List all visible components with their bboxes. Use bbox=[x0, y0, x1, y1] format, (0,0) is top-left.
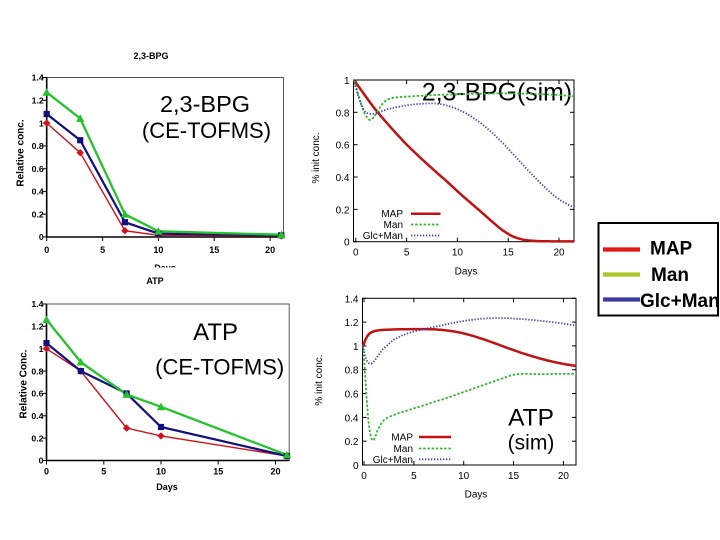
svg-text:10: 10 bbox=[156, 467, 166, 477]
svg-text:0: 0 bbox=[344, 238, 350, 249]
svg-text:0.6: 0.6 bbox=[336, 141, 350, 152]
svg-text:0.2: 0.2 bbox=[345, 437, 359, 448]
svg-text:(CE-TOFMS): (CE-TOFMS) bbox=[155, 355, 284, 380]
svg-text:Days: Days bbox=[156, 482, 178, 492]
svg-text:20: 20 bbox=[558, 471, 570, 482]
svg-text:Glc+Man: Glc+Man bbox=[363, 231, 403, 242]
svg-text:0: 0 bbox=[361, 471, 367, 482]
svg-text:2,3-BPG: 2,3-BPG bbox=[160, 91, 250, 117]
svg-text:15: 15 bbox=[503, 248, 515, 259]
svg-text:Days: Days bbox=[455, 267, 478, 278]
svg-text:0.4: 0.4 bbox=[336, 173, 350, 184]
svg-text:MAP: MAP bbox=[650, 239, 693, 260]
svg-text:5: 5 bbox=[404, 248, 410, 259]
svg-text:5: 5 bbox=[411, 471, 417, 482]
svg-text:0.4: 0.4 bbox=[31, 411, 43, 421]
svg-text:ATP: ATP bbox=[193, 319, 238, 346]
svg-text:Glc+Man: Glc+Man bbox=[640, 291, 720, 312]
svg-text:10: 10 bbox=[452, 248, 464, 259]
svg-text:1.2: 1.2 bbox=[32, 96, 44, 106]
svg-text:1.4: 1.4 bbox=[31, 299, 43, 309]
svg-text:15: 15 bbox=[508, 471, 520, 482]
svg-text:1: 1 bbox=[344, 76, 350, 87]
svg-text:0.4: 0.4 bbox=[345, 413, 359, 424]
svg-text:0.4: 0.4 bbox=[32, 187, 44, 197]
svg-text:20: 20 bbox=[265, 245, 275, 255]
svg-text:5: 5 bbox=[100, 245, 105, 255]
svg-text:Man: Man bbox=[384, 220, 403, 231]
svg-text:0.6: 0.6 bbox=[32, 164, 44, 174]
svg-text:0.2: 0.2 bbox=[32, 209, 44, 219]
svg-text:1.2: 1.2 bbox=[31, 322, 43, 332]
svg-text:MAP: MAP bbox=[391, 433, 413, 444]
svg-text:0.2: 0.2 bbox=[31, 433, 43, 443]
svg-text:Days: Days bbox=[154, 263, 176, 273]
svg-text:% init conc.: % init conc. bbox=[314, 354, 325, 405]
svg-text:0.6: 0.6 bbox=[31, 389, 43, 399]
svg-text:MAP: MAP bbox=[381, 209, 403, 220]
svg-text:5: 5 bbox=[101, 467, 106, 477]
svg-text:10: 10 bbox=[458, 471, 470, 482]
svg-text:0: 0 bbox=[44, 245, 49, 255]
svg-text:1: 1 bbox=[353, 342, 359, 353]
svg-text:ATP: ATP bbox=[508, 405, 554, 432]
svg-text:1: 1 bbox=[39, 344, 44, 354]
svg-text:1.2: 1.2 bbox=[345, 318, 359, 329]
svg-text:ATP: ATP bbox=[146, 276, 163, 286]
svg-text:0: 0 bbox=[353, 461, 359, 472]
svg-text:0: 0 bbox=[39, 456, 44, 466]
svg-text:Relative Conc.: Relative Conc. bbox=[19, 349, 30, 418]
svg-text:0.2: 0.2 bbox=[336, 205, 350, 216]
svg-text:0: 0 bbox=[39, 232, 44, 242]
svg-text:0.8: 0.8 bbox=[336, 108, 350, 119]
svg-text:0.8: 0.8 bbox=[345, 366, 359, 377]
svg-text:0.6: 0.6 bbox=[345, 390, 359, 401]
svg-text:20: 20 bbox=[553, 248, 565, 259]
svg-text:1: 1 bbox=[39, 118, 44, 128]
svg-text:Man: Man bbox=[394, 444, 413, 455]
svg-text:15: 15 bbox=[209, 245, 219, 255]
svg-text:1.4: 1.4 bbox=[32, 73, 44, 83]
svg-text:(CE-TOFMS): (CE-TOFMS) bbox=[142, 118, 271, 143]
svg-text:Relative conc.: Relative conc. bbox=[16, 119, 27, 186]
svg-text:20: 20 bbox=[270, 467, 280, 477]
svg-text:1.4: 1.4 bbox=[345, 294, 359, 305]
svg-text:% init conc.: % init conc. bbox=[311, 132, 322, 183]
svg-text:0.8: 0.8 bbox=[31, 366, 43, 376]
svg-text:Man: Man bbox=[651, 265, 689, 286]
svg-text:Glc+Man: Glc+Man bbox=[373, 455, 413, 466]
svg-text:0.8: 0.8 bbox=[32, 141, 44, 151]
svg-text:10: 10 bbox=[153, 245, 163, 255]
svg-text:Days: Days bbox=[465, 490, 488, 501]
svg-text:0: 0 bbox=[44, 467, 49, 477]
svg-text:0: 0 bbox=[353, 248, 359, 259]
svg-text:2,3-BPG: 2,3-BPG bbox=[133, 51, 168, 61]
svg-text:(sim): (sim) bbox=[508, 432, 555, 455]
svg-text:15: 15 bbox=[213, 467, 223, 477]
